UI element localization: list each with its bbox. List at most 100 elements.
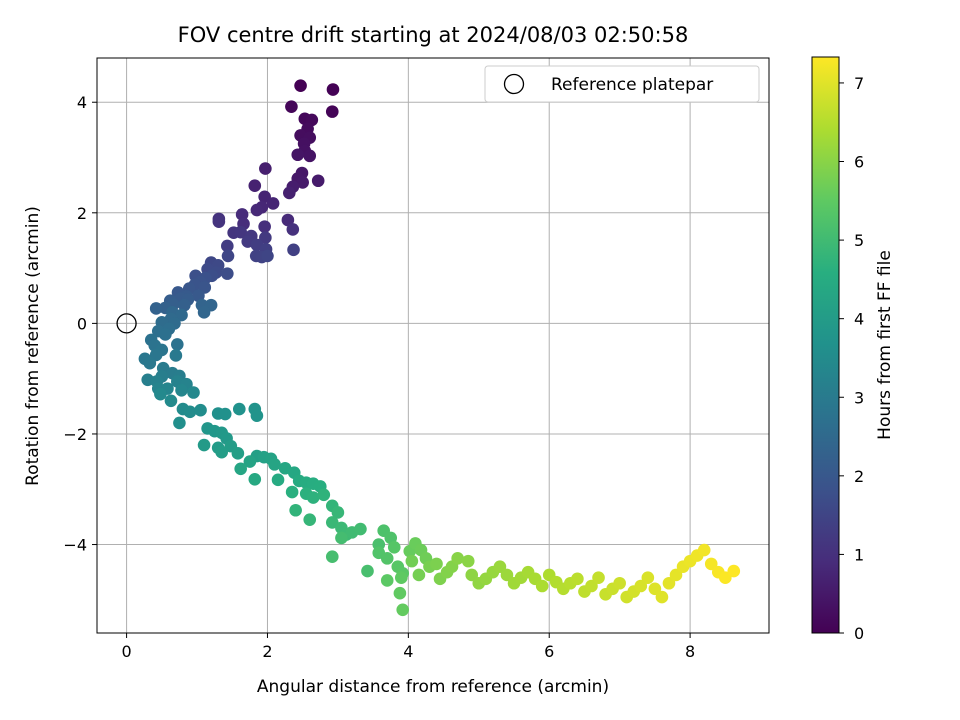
data-point xyxy=(221,249,235,263)
data-point xyxy=(258,190,271,204)
legend-box xyxy=(484,65,760,103)
data-point xyxy=(325,550,339,564)
x-tick-label: 2 xyxy=(262,642,272,661)
data-point xyxy=(294,79,307,92)
y-tick-label: −2 xyxy=(63,425,87,444)
data-point xyxy=(326,83,340,96)
plot-frame xyxy=(96,57,770,634)
data-point xyxy=(261,249,274,263)
data-point xyxy=(173,416,186,430)
data-point xyxy=(187,386,200,399)
data-point xyxy=(171,338,184,351)
data-point xyxy=(303,149,317,163)
x-tick-label: 4 xyxy=(403,642,413,661)
data-point xyxy=(585,579,598,593)
data-point xyxy=(250,203,264,217)
data-point xyxy=(325,105,339,118)
data-point xyxy=(571,572,584,586)
data-point xyxy=(259,162,272,175)
x-axis-ticks: 0 2 4 6 8 xyxy=(121,633,695,661)
colorbar-ticks: 0 1 2 3 4 5 6 7 xyxy=(839,74,864,643)
data-point xyxy=(234,225,247,239)
legend: Reference platepar xyxy=(484,65,760,103)
data-point xyxy=(451,552,464,565)
y-tick-label: 0 xyxy=(77,314,87,333)
data-point xyxy=(194,403,207,417)
data-point xyxy=(387,541,401,554)
x-tick-label: 8 xyxy=(685,642,695,661)
data-point xyxy=(592,571,605,585)
data-point xyxy=(412,568,426,582)
colorbar xyxy=(811,56,840,634)
data-point xyxy=(243,455,257,468)
data-point xyxy=(231,447,245,460)
data-point xyxy=(296,176,309,189)
data-point xyxy=(655,590,669,604)
data-point xyxy=(271,473,285,487)
data-point xyxy=(258,220,271,233)
data-point xyxy=(395,571,408,585)
data-point xyxy=(154,387,167,401)
data-point xyxy=(159,328,172,341)
y-tick-label: −4 xyxy=(63,536,87,555)
data-point xyxy=(291,148,305,162)
data-point xyxy=(248,472,262,486)
data-point xyxy=(380,552,394,565)
data-point xyxy=(175,383,188,397)
legend-label: Reference platepar xyxy=(551,75,713,95)
legend-reference-marker xyxy=(503,73,525,95)
reference-marker xyxy=(116,313,137,334)
data-point xyxy=(465,568,479,582)
data-point xyxy=(235,208,249,221)
colorbar-tick-label: 0 xyxy=(854,624,864,643)
data-point xyxy=(500,568,514,582)
data-point xyxy=(641,571,655,585)
data-point xyxy=(727,564,741,578)
data-points xyxy=(138,79,741,617)
colorbar-tick-label: 1 xyxy=(854,545,864,564)
data-point xyxy=(221,267,234,280)
data-point xyxy=(149,302,163,315)
y-axis-label: Rotation from reference (arcmin) xyxy=(23,206,43,486)
colorbar-label: Hours from first FF file xyxy=(875,250,895,440)
reference-point-marker xyxy=(116,313,137,334)
data-point xyxy=(634,579,648,593)
data-point xyxy=(169,349,183,362)
data-point xyxy=(331,506,345,519)
data-point xyxy=(234,462,247,476)
data-point xyxy=(215,445,228,459)
data-point xyxy=(648,582,662,596)
data-point xyxy=(285,100,298,113)
colorbar-tick-label: 3 xyxy=(854,388,864,407)
data-point xyxy=(380,574,394,587)
data-point xyxy=(325,516,339,529)
data-point xyxy=(268,458,281,471)
data-point xyxy=(248,179,262,193)
data-point xyxy=(461,554,475,568)
data-point xyxy=(303,513,317,526)
data-point xyxy=(232,402,246,416)
data-point xyxy=(266,197,280,210)
data-point xyxy=(286,223,300,236)
data-point xyxy=(396,603,410,617)
data-point xyxy=(361,564,374,578)
x-tick-label: 0 xyxy=(121,642,131,661)
y-axis-ticks: −4 −2 0 2 4 xyxy=(63,93,97,555)
data-point xyxy=(175,308,188,322)
data-point xyxy=(183,405,197,419)
data-point xyxy=(405,554,419,568)
data-point xyxy=(197,306,211,319)
colorbar-tick-label: 7 xyxy=(854,74,864,93)
data-point xyxy=(335,531,348,545)
data-point xyxy=(178,298,191,312)
y-tick-label: 4 xyxy=(77,93,87,112)
data-point xyxy=(311,174,325,188)
data-point xyxy=(285,485,299,499)
colorbar-tick-label: 4 xyxy=(854,310,864,329)
data-point xyxy=(259,231,272,244)
data-point xyxy=(281,213,295,227)
data-point xyxy=(697,543,711,557)
data-point xyxy=(143,356,157,370)
